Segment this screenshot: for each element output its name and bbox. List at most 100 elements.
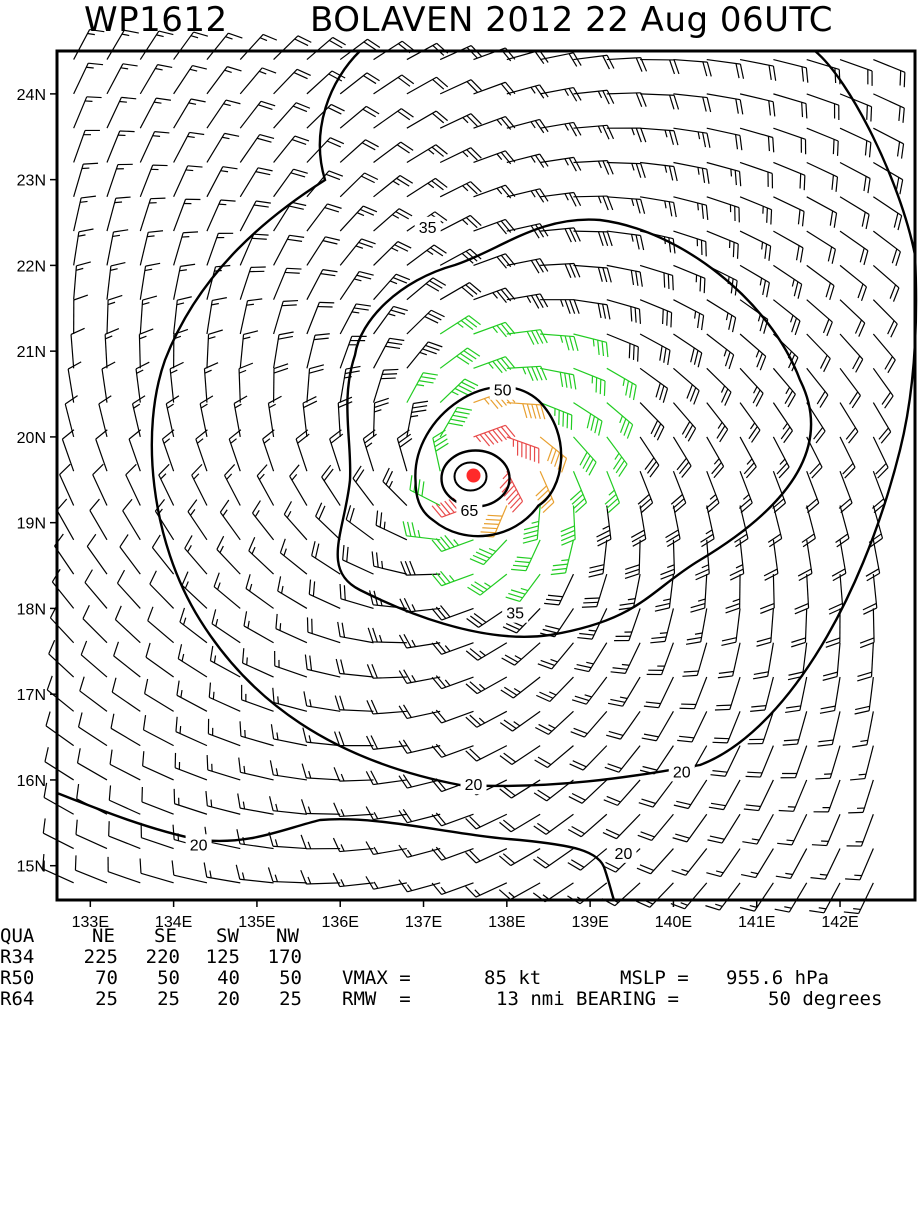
barb-feather bbox=[663, 309, 664, 324]
barb-feather bbox=[904, 72, 905, 87]
barb-feather bbox=[488, 515, 503, 516]
barb-feather bbox=[733, 242, 734, 257]
barb-half-feather bbox=[853, 909, 860, 910]
barb-feather bbox=[283, 301, 298, 302]
bearing-label: BEARING = bbox=[576, 989, 679, 1010]
barb-feather bbox=[738, 244, 739, 259]
barb-half-feather bbox=[213, 692, 214, 699]
r50-ne: 70 bbox=[58, 968, 118, 989]
r34-se: 220 bbox=[120, 947, 180, 968]
barb-half-feather bbox=[784, 907, 791, 908]
r50-label: R50 bbox=[0, 968, 34, 989]
barb-half-feather bbox=[186, 170, 193, 171]
barb-half-feather bbox=[147, 236, 154, 237]
barb-feather bbox=[705, 906, 719, 910]
barb-staff bbox=[773, 574, 774, 608]
contour-label: 20 bbox=[615, 846, 633, 863]
barb-half-feather bbox=[219, 204, 226, 205]
r34-sw: 125 bbox=[180, 947, 240, 968]
r34-ne: 225 bbox=[58, 947, 118, 968]
barb-half-feather bbox=[731, 169, 732, 176]
y-tick-label: 18N bbox=[17, 601, 46, 618]
barb-half-feather bbox=[382, 561, 383, 568]
barb-half-feather bbox=[589, 630, 596, 631]
barb-feather bbox=[779, 811, 794, 812]
r64-nw: 25 bbox=[242, 989, 302, 1010]
barb-half-feather bbox=[750, 906, 757, 908]
barb-half-feather bbox=[561, 560, 568, 561]
barb-half-feather bbox=[247, 657, 248, 664]
r50-se: 50 bbox=[120, 968, 180, 989]
barb-feather bbox=[87, 97, 102, 98]
barb-feather bbox=[740, 907, 754, 911]
barb-feather bbox=[481, 532, 496, 533]
contour-label: 20 bbox=[465, 777, 483, 794]
r64-ne: 25 bbox=[58, 989, 118, 1010]
barb-feather bbox=[667, 311, 668, 326]
r64-label: R64 bbox=[0, 989, 34, 1010]
barb-half-feather bbox=[86, 67, 93, 68]
barb-feather bbox=[159, 31, 173, 34]
barb-feather bbox=[604, 381, 605, 396]
vmax-value: 85 kt bbox=[484, 968, 541, 989]
barb-feather bbox=[583, 602, 598, 603]
barb-feather bbox=[664, 273, 665, 288]
barb-feather bbox=[600, 379, 601, 394]
r50-sw: 40 bbox=[180, 968, 240, 989]
barb-feather bbox=[802, 102, 803, 117]
barb-feather bbox=[633, 345, 634, 360]
center-dot bbox=[467, 469, 481, 483]
contour-label: 50 bbox=[494, 383, 512, 400]
barb-feather bbox=[848, 812, 863, 813]
y-tick-label: 22N bbox=[17, 258, 46, 275]
barb-feather bbox=[771, 210, 772, 225]
barb-half-feather bbox=[384, 522, 385, 529]
radii-header-row: QUA NE SE SW NW bbox=[0, 926, 46, 947]
r34-row: R34 225 220 125 170 bbox=[0, 947, 46, 968]
barb-half-feather bbox=[122, 34, 129, 35]
barb-feather bbox=[585, 598, 600, 599]
barb-feather bbox=[767, 208, 768, 223]
r34-label: R34 bbox=[0, 947, 34, 968]
barb-half-feather bbox=[180, 726, 181, 733]
barb-feather bbox=[671, 313, 672, 328]
barb-half-feather bbox=[715, 904, 722, 906]
barb-half-feather bbox=[681, 903, 688, 906]
barb-half-feather bbox=[762, 242, 763, 249]
r50-nw: 50 bbox=[242, 968, 302, 989]
bearing-value: 50 degrees bbox=[768, 989, 882, 1010]
barb-half-feather bbox=[593, 339, 594, 346]
barb-feather bbox=[746, 776, 761, 777]
barb-half-feather bbox=[153, 136, 160, 137]
barb-feather bbox=[228, 33, 242, 38]
barb-feather bbox=[402, 41, 414, 50]
barb-feather bbox=[809, 911, 824, 913]
barb-feather bbox=[714, 738, 729, 739]
barb-feather bbox=[673, 275, 674, 290]
info-panel: QUA NE SE SW NW R34 225 220 125 170 R50 … bbox=[0, 926, 918, 1014]
barb-feather bbox=[482, 528, 497, 529]
barb-feather bbox=[46, 712, 50, 726]
contour-label: 65 bbox=[460, 503, 478, 520]
barb-half-feather bbox=[244, 766, 245, 773]
barb-feather bbox=[747, 772, 762, 773]
mslp-value: 955.6 hPa bbox=[726, 968, 829, 989]
barb-feather bbox=[800, 174, 801, 189]
mslp-label: MSLP = bbox=[620, 968, 689, 989]
y-tick-label: 16N bbox=[17, 773, 46, 790]
y-tick-label: 20N bbox=[17, 430, 46, 447]
y-tick-label: 24N bbox=[17, 87, 46, 104]
barb-half-feather bbox=[660, 633, 667, 634]
barb-half-feather bbox=[859, 774, 866, 775]
rmw-label: RMW = bbox=[342, 989, 411, 1010]
barb-feather bbox=[596, 378, 597, 393]
barb-feather bbox=[806, 104, 807, 119]
barb-feather bbox=[384, 369, 399, 370]
r34-nw: 170 bbox=[242, 947, 302, 968]
barb-feather bbox=[47, 676, 52, 690]
contour-label: 20 bbox=[673, 764, 691, 781]
barb-half-feather bbox=[191, 36, 198, 38]
barb-half-feather bbox=[820, 874, 827, 875]
barb-feather bbox=[285, 272, 300, 273]
barb-feather bbox=[838, 141, 839, 156]
